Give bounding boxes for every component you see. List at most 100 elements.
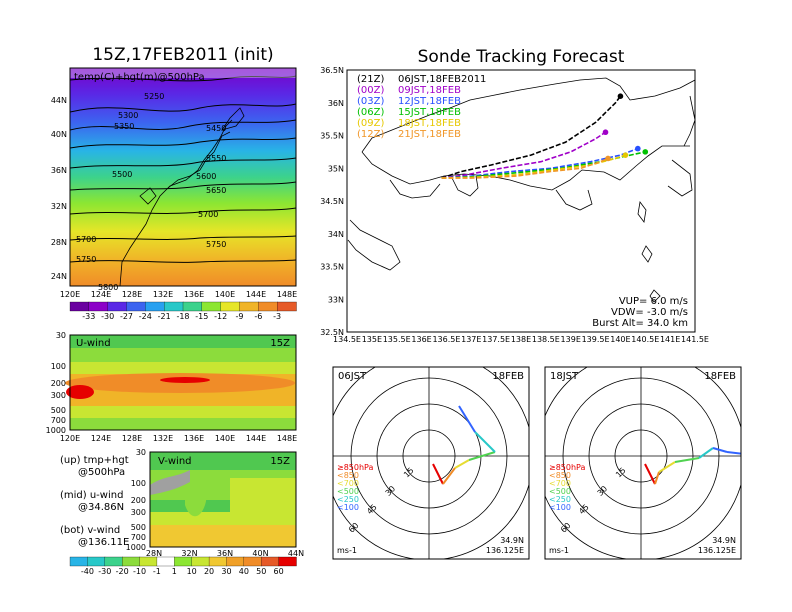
map-contour-label: 5550 (206, 154, 226, 163)
hodograph-date: 18FEB (704, 371, 736, 382)
map-contour-label: 5750 (206, 240, 226, 249)
hodograph-frame (332, 366, 530, 560)
legend-note-mid-head: (mid) u-wind (60, 490, 124, 501)
track-frame (346, 69, 696, 333)
track-line (441, 131, 606, 179)
hodograph-lat: 34.9N (500, 536, 524, 545)
vwind-lat-ticks: 28N 32N 36N 40N 44N (146, 549, 304, 558)
temp-colorbar-label: -21 (158, 312, 171, 321)
legend-note-up-sub: @500hPa (78, 467, 126, 478)
hodograph-time: 18JST (550, 371, 579, 382)
track-legend-time: 06JST,18FEB2011 (398, 74, 486, 85)
temp-colorbar-swatch (164, 301, 184, 312)
legend-note-up-head: (up) tmp+hgt (60, 455, 129, 466)
track-line (441, 157, 609, 179)
track-lon-tick: 137E (461, 335, 481, 344)
map-lon-tick: 124E (91, 290, 111, 299)
wind-colorbar-swatch (104, 556, 123, 567)
map-lon-tick: 120E (60, 290, 80, 299)
track-lat-tick: 33N (328, 295, 344, 304)
uwind-label: U-wind (76, 338, 111, 349)
vwind-panel (150, 452, 296, 547)
temp-colorbar-swatch (107, 301, 128, 312)
track-legend-code: (21Z) (357, 74, 384, 85)
track-panel (347, 70, 695, 332)
hodograph-segment (712, 447, 728, 453)
hodograph-level: <250 (549, 495, 571, 504)
hodograph-date: 18FEB (492, 371, 524, 382)
track-line (441, 95, 622, 179)
track-lon-tick: 136E (411, 335, 431, 344)
track-legend-time: 18JST,18FEB (398, 118, 461, 129)
track-lat-tick: 36.5N (320, 66, 344, 75)
track-legend-code: (03Z) (357, 96, 384, 107)
wind-colorbar-swatch (243, 556, 262, 567)
vwind-lat-tick: 36N (217, 549, 233, 558)
uwind-pressure-tick: 200 (51, 379, 66, 388)
map-lat-tick: 28N (51, 238, 67, 247)
track-lat-tick: 35N (328, 164, 344, 173)
temp-colorbar-swatch (126, 301, 146, 312)
track-legend-code: (09Z) (357, 118, 384, 129)
vwind-lat-tick: 28N (146, 549, 162, 558)
track-lat-ticks: 36.5N 36N 35.5N 35N 34.5N 34N 33.5N 33N 32.5N (320, 66, 344, 337)
temp-colorbar-swatch (201, 301, 222, 312)
map-lat-tick: 40N (51, 130, 67, 139)
track-endpoint (635, 145, 641, 152)
hodograph-segment (726, 451, 741, 455)
map-lon-tick: 148E (277, 290, 297, 299)
wind-colorbar-label: -40 (81, 567, 94, 576)
map-title: 15Z,17FEB2011 (init) (92, 45, 273, 65)
hodograph-segment (674, 457, 700, 463)
track-lat-tick: 33.5N (320, 263, 344, 272)
track-param: VUP= 6.0 m/s (619, 296, 688, 307)
wind-colorbar-label: 60 (274, 567, 284, 576)
wind-colorbar: -40 -30 -20 -10 -1 1 10 20 30 40 50 60 (69, 556, 297, 576)
track-endpoint (602, 129, 609, 136)
hodograph-level: <100 (549, 503, 571, 512)
track-lat-tick: 34N (328, 230, 344, 239)
uwind-pressure-tick: 30 (56, 331, 66, 340)
track-lon-tick: 135E (362, 335, 382, 344)
map-lat-ticks: 44N 40N 36N 32N 28N 24N (51, 96, 67, 281)
map-lat-tick: 36N (51, 166, 67, 175)
wind-colorbar-label: -30 (98, 567, 111, 576)
map-lon-ticks: 120E 124E 128E 132E 136E 140E 144E 148E (60, 290, 297, 299)
temp-colorbar-label: -15 (195, 312, 208, 321)
track-lon-ticks: 134.5E 135E 135.5E 136E 136.5E 137E 137.5E 138E… (333, 335, 709, 344)
uwind-lon-ticks: 120E 124E 128E 132E 136E 140E 144E 148E (60, 434, 297, 443)
vwind-pressure-tick: 200 (131, 496, 146, 505)
wind-colorbar-label: 40 (239, 567, 249, 576)
track-lat-tick: 36N (328, 99, 344, 108)
hodograph-segment (468, 451, 496, 461)
wind-colorbar-swatch (278, 556, 297, 567)
uwind-lon-tick: 140E (215, 434, 235, 443)
hodograph-lat: 34.9N (712, 536, 736, 545)
uwind-lon-tick: 132E (153, 434, 173, 443)
uwind-lon-tick: 120E (60, 434, 80, 443)
hodograph-segment (474, 431, 496, 453)
map-contour-label: 5650 (206, 186, 226, 195)
uwind-lon-tick: 144E (246, 434, 266, 443)
temp-colorbar-swatch (277, 301, 297, 312)
track-endpoint (617, 93, 624, 99)
hodograph-level: <700 (337, 479, 359, 488)
hodograph-rings (333, 367, 529, 559)
track-endpoint (605, 155, 611, 162)
temp-colorbar-swatch (239, 301, 259, 312)
vwind-pressure-tick: 100 (131, 479, 146, 488)
vwind-label: V-wind (158, 456, 192, 467)
temp-colorbar-label: -24 (139, 312, 152, 321)
legend-note-mid: (mid) u-wind @34.86N (60, 490, 124, 514)
hodograph-level: ≥850hPa (549, 463, 586, 472)
temp-colorbar-label: -3 (273, 312, 281, 321)
track-legend-code: (00Z) (357, 85, 384, 96)
hodograph-level: <500 (549, 487, 571, 496)
vwind-pressure-tick: 700 (131, 533, 146, 542)
temp-colorbar-swatch (258, 301, 278, 312)
track-legend-time: 12JST,18FEB (398, 96, 461, 107)
